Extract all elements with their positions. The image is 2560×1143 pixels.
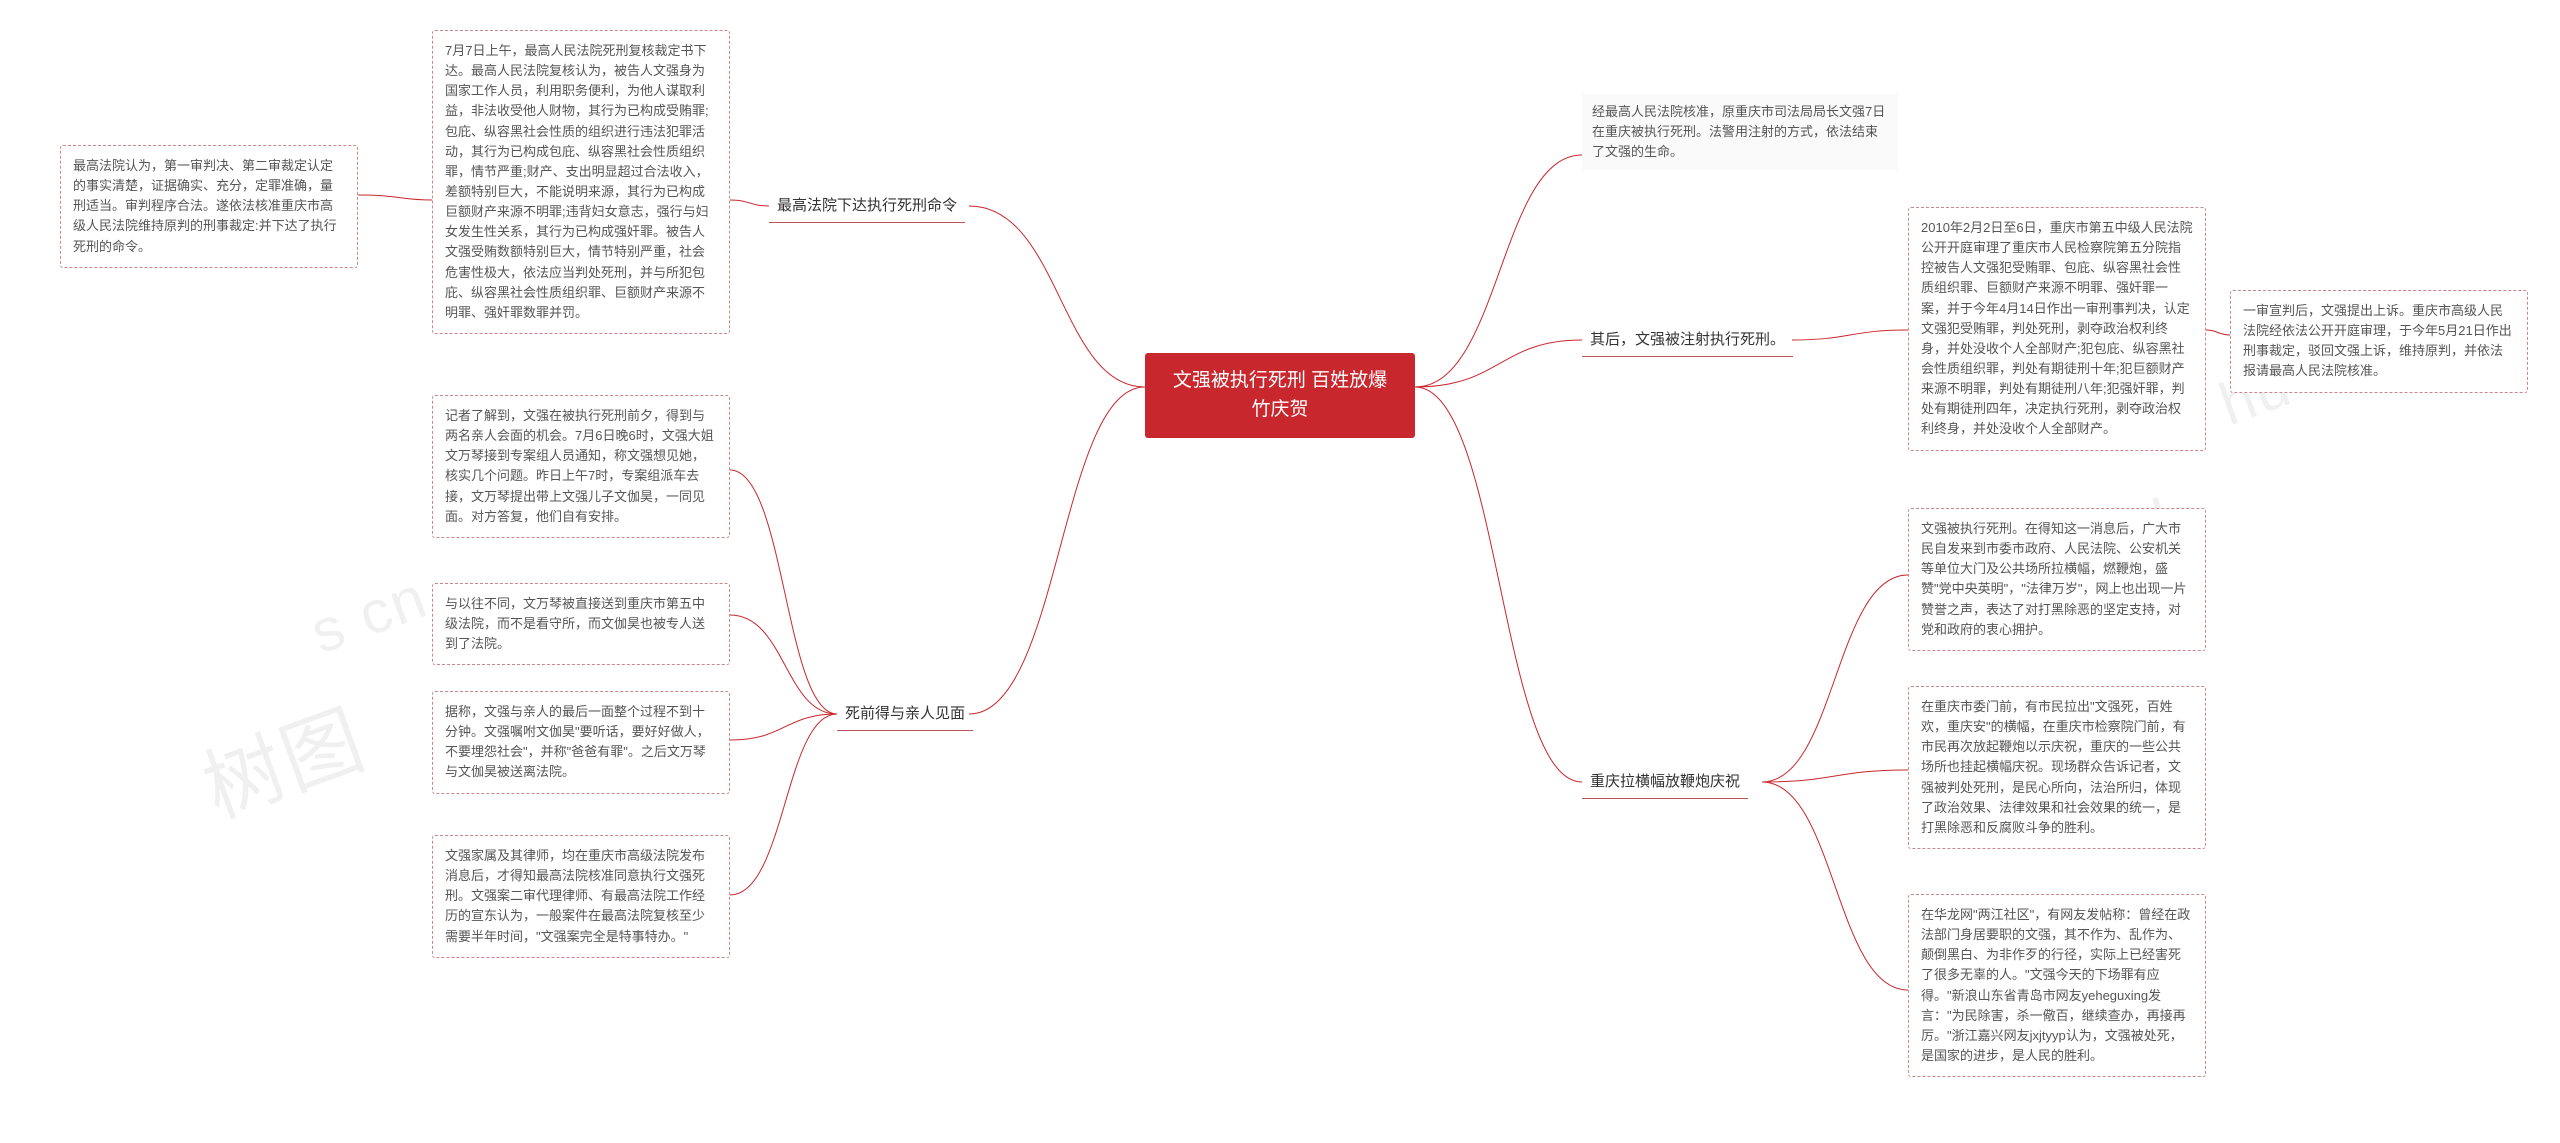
center-line2: 竹庆贺	[1251, 399, 1308, 420]
center-line1: 文强被执行死刑 百姓放爆	[1173, 370, 1387, 391]
right-sub1-title: 其后，文强被注射执行死刑。	[1582, 323, 1793, 357]
left-sub2-title: 死前得与亲人见面	[837, 697, 973, 731]
watermark-text: 树图	[185, 675, 379, 840]
right-lead-text: 经最高人民法院核准，原重庆市司法局局长文强7日在重庆被执行死刑。法警用注射的方式…	[1582, 94, 1898, 170]
left-sub2-leaf2: 与以往不同，文万琴被直接送到重庆市第五中级法院，而不是看守所，而文伽昊也被专人送…	[432, 583, 730, 665]
right-sub2-leaf3: 在华龙网"两江社区"，有网友发帖称：曾经在政法部门身居要职的文强，其不作为、乱作…	[1908, 894, 2206, 1077]
left-sub1-leaf2: 最高法院认为，第一审判决、第二审裁定认定的事实清楚，证据确实、充分，定罪准确，量…	[60, 145, 358, 268]
right-sub1-leaf2: 一审宣判后，文强提出上诉。重庆市高级人民法院经依法公开开庭审理，于今年5月21日…	[2230, 290, 2528, 393]
watermark-url: s cn	[302, 562, 437, 667]
right-sub1-leaf1: 2010年2月2日至6日，重庆市第五中级人民法院公开开庭审理了重庆市人民检察院第…	[1908, 207, 2206, 451]
center-node: 文强被执行死刑 百姓放爆 竹庆贺	[1145, 353, 1415, 438]
left-sub2-leaf1: 记者了解到，文强在被执行死刑前夕，得到与两名亲人会面的机会。7月6日晚6时，文强…	[432, 395, 730, 538]
right-sub2-leaf2: 在重庆市委门前，有市民拉出"文强死，百姓欢，重庆安"的横幅，在重庆市检察院门前，…	[1908, 686, 2206, 849]
left-sub2-leaf3: 据称，文强与亲人的最后一面整个过程不到十分钟。文强嘱咐文伽昊"要听话，要好好做人…	[432, 691, 730, 794]
right-sub2-title: 重庆拉横幅放鞭炮庆祝	[1582, 765, 1748, 799]
right-sub2-leaf1: 文强被执行死刑。在得知这一消息后，广大市民自发来到市委市政府、人民法院、公安机关…	[1908, 508, 2206, 651]
left-sub1-title: 最高法院下达执行死刑命令	[769, 189, 965, 223]
left-sub2-leaf4: 文强家属及其律师，均在重庆市高级法院发布消息后，才得知最高法院核准同意执行文强死…	[432, 835, 730, 958]
left-sub1-leaf1: 7月7日上午，最高人民法院死刑复核裁定书下达。最高人民法院复核认为，被告人文强身…	[432, 30, 730, 334]
